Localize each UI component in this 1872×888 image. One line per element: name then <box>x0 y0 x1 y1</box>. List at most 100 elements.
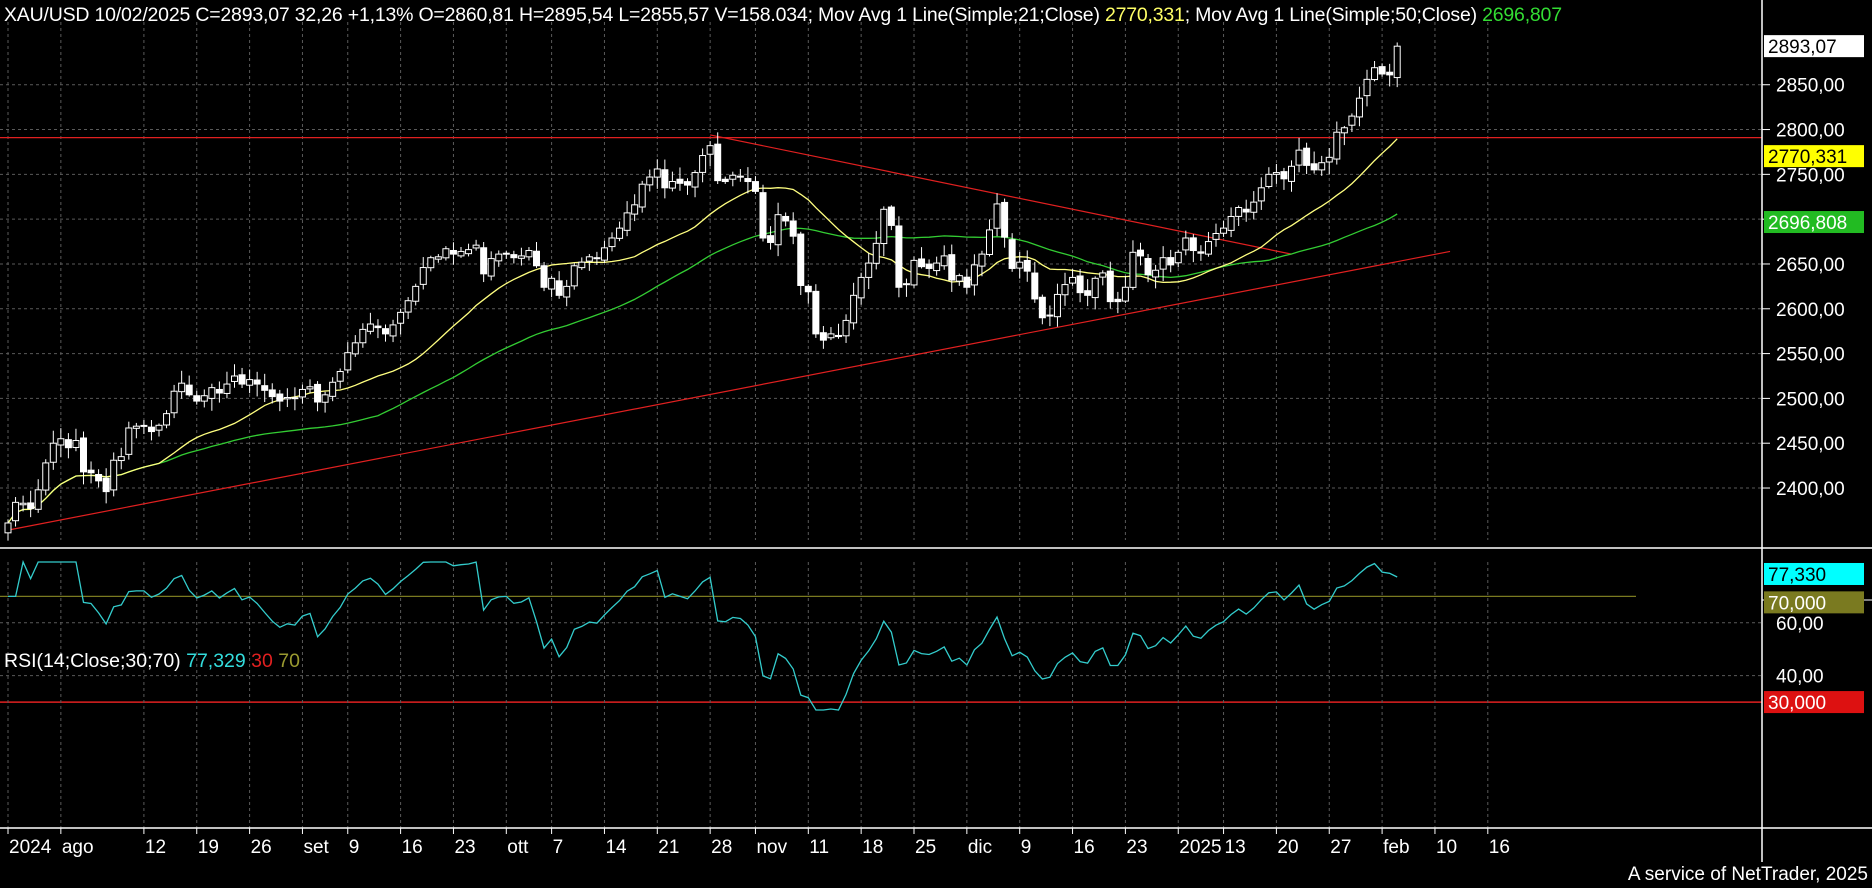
candle-body <box>178 382 186 393</box>
candle-body <box>291 397 299 400</box>
instrument: XAU/USD <box>4 4 90 26</box>
candle-body <box>978 253 986 267</box>
candle-body <box>1182 237 1190 251</box>
candle-body <box>442 248 450 259</box>
rsi-tag-2-bg <box>1764 691 1864 714</box>
candle-body <box>827 333 835 339</box>
rsi-tick-label: 40,00 <box>1776 667 1824 688</box>
candle-body <box>419 267 427 285</box>
candle-body <box>593 257 601 260</box>
candle-body <box>132 425 140 429</box>
time-label: feb <box>1383 837 1409 858</box>
price-tick-label: 2650,00 <box>1776 255 1845 276</box>
candles <box>4 42 1401 541</box>
time-label: 19 <box>198 837 219 858</box>
candle-body <box>404 300 412 313</box>
price-tag-0-bg <box>1764 35 1864 58</box>
candle-body <box>1333 131 1341 160</box>
candle-body <box>1114 298 1122 303</box>
candle-body <box>517 255 525 259</box>
candle-body <box>412 285 420 302</box>
candle-body <box>819 332 827 341</box>
price-tick-label: 2750,00 <box>1776 165 1845 186</box>
candle-body <box>865 262 873 278</box>
candle-body <box>510 254 518 259</box>
candle-body <box>918 258 926 268</box>
candle-body <box>925 263 933 269</box>
candle-body <box>42 462 50 491</box>
time-label: 21 <box>658 837 679 858</box>
candle-body <box>533 250 540 267</box>
time-label: 18 <box>862 837 883 858</box>
candle-body <box>1363 78 1371 97</box>
footer-credit: A service of NetTrader, 2025 <box>1627 864 1868 885</box>
candle-body <box>1227 215 1235 231</box>
candle-body <box>344 352 352 371</box>
moving-averages <box>7 138 1398 524</box>
candle-body <box>721 178 729 183</box>
candle-body <box>382 328 389 335</box>
ma50-value: 2696,807 <box>1482 4 1562 26</box>
candle-body <box>125 427 133 455</box>
candle-body <box>1159 257 1167 270</box>
candle-body <box>253 379 261 385</box>
candle-body <box>1242 208 1250 213</box>
date: 10/02/2025 <box>94 4 191 26</box>
candle-body <box>374 325 382 329</box>
candle-body <box>170 390 178 414</box>
time-label: 27 <box>1330 837 1351 858</box>
candle-body <box>835 334 842 338</box>
candle-body <box>1212 233 1220 240</box>
time-label: ago <box>62 837 94 858</box>
ma50-name: Mov Avg 1 Line(Simple;50;Close) <box>1195 4 1477 26</box>
rsi-tag-1-bg <box>1764 591 1864 614</box>
candle-body <box>231 375 238 382</box>
candle-body <box>457 250 465 257</box>
candle-body <box>1084 290 1092 296</box>
candle-body <box>1076 275 1084 294</box>
candle-body <box>366 323 374 332</box>
candle-body <box>1310 163 1318 171</box>
candle-body <box>653 168 661 178</box>
time-label: 16 <box>1489 837 1510 858</box>
candle-body <box>19 502 27 506</box>
candle-body <box>147 426 155 433</box>
candle-body <box>1038 296 1046 319</box>
price-tick-label: 2850,00 <box>1776 76 1845 97</box>
candle-body <box>1031 272 1039 300</box>
trendlines <box>0 134 1762 531</box>
candle-body <box>842 319 850 337</box>
candle-body <box>691 172 699 188</box>
candle-body <box>389 324 397 337</box>
chart-header: XAU/USD 10/02/2025 C=2893,07 32,26 +1,13… <box>4 4 1562 26</box>
candle-body <box>487 258 495 277</box>
candle-body <box>336 371 344 382</box>
candle-body <box>902 283 910 286</box>
candle-body <box>1325 156 1333 163</box>
candle-body <box>1152 269 1160 278</box>
change-pct: +1,13% <box>347 4 414 26</box>
candle-body <box>872 242 880 264</box>
candle-body <box>578 261 586 269</box>
high-label: H=2895,54 <box>518 4 614 26</box>
candle-body <box>427 257 435 269</box>
candle-body <box>1091 277 1099 299</box>
candle-body <box>797 233 805 286</box>
time-label: 2024 <box>9 837 52 858</box>
candle-body <box>1295 149 1303 166</box>
candle-body <box>306 386 314 390</box>
candle-body <box>1174 251 1182 264</box>
candle-body <box>1340 127 1348 134</box>
rsi-line <box>8 559 1398 711</box>
candle-body <box>1016 261 1024 269</box>
candle-body <box>1144 258 1152 276</box>
candle-body <box>1355 97 1363 118</box>
candle-body <box>661 169 669 189</box>
price-tick-label: 2500,00 <box>1776 389 1845 410</box>
candle-body <box>812 290 820 335</box>
candle-body <box>736 175 744 178</box>
candle-body <box>933 262 941 272</box>
time-label: 26 <box>251 837 272 858</box>
candle-body <box>34 489 42 510</box>
